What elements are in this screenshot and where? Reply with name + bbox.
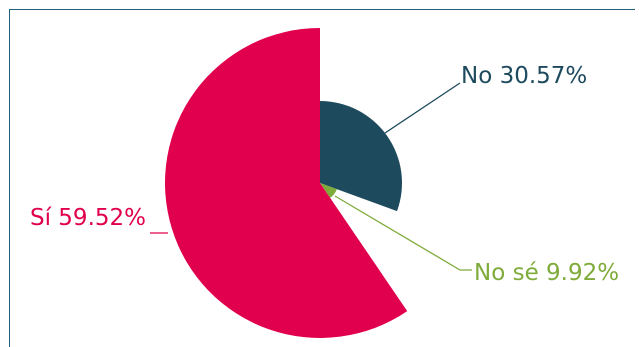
slice-label-s: Sí 59.52% — [30, 205, 146, 231]
pie-slice-s — [165, 28, 408, 338]
slice-label-no-s: No sé 9.92% — [474, 260, 619, 286]
leader-line-no — [384, 82, 461, 134]
pie-slice-no — [320, 101, 402, 212]
leader-line-no-s — [334, 195, 472, 271]
pie-slice-no-s — [320, 183, 337, 198]
slice-label-no: No 30.57% — [461, 63, 587, 89]
